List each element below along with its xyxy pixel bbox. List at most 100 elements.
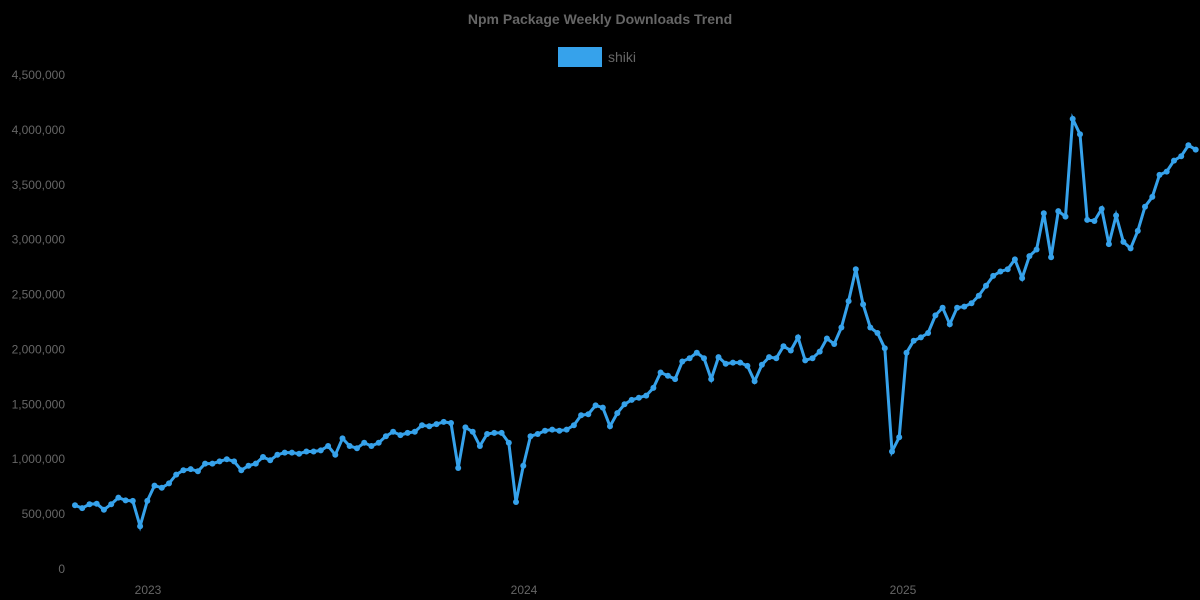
data-point[interactable]: [867, 324, 874, 331]
data-point[interactable]: [245, 462, 252, 469]
data-point[interactable]: [672, 376, 679, 383]
data-point[interactable]: [968, 300, 975, 307]
data-point[interactable]: [231, 458, 238, 465]
data-point[interactable]: [722, 360, 729, 367]
data-point[interactable]: [1163, 168, 1170, 175]
data-point[interactable]: [1171, 157, 1177, 164]
data-point[interactable]: [917, 334, 924, 341]
data-point[interactable]: [346, 443, 353, 449]
data-point[interactable]: [267, 457, 274, 464]
data-point[interactable]: [122, 497, 129, 504]
data-point[interactable]: [476, 443, 483, 449]
legend[interactable]: shiki: [558, 47, 636, 67]
data-point[interactable]: [361, 439, 368, 446]
data-point[interactable]: [860, 301, 867, 308]
data-point[interactable]: [426, 423, 433, 430]
data-point[interactable]: [773, 355, 780, 362]
data-point[interactable]: [1033, 246, 1040, 253]
data-point[interactable]: [903, 349, 910, 356]
data-point[interactable]: [513, 499, 519, 505]
data-point[interactable]: [1142, 203, 1148, 210]
data-point[interactable]: [795, 334, 801, 341]
data-point[interactable]: [527, 433, 534, 440]
data-point[interactable]: [650, 384, 657, 391]
data-point[interactable]: [129, 497, 136, 504]
data-point[interactable]: [889, 448, 895, 455]
data-point[interactable]: [100, 506, 107, 513]
data-point[interactable]: [643, 392, 650, 399]
data-point[interactable]: [534, 431, 541, 437]
data-point[interactable]: [614, 410, 621, 417]
data-point[interactable]: [946, 321, 953, 328]
data-point[interactable]: [187, 466, 194, 473]
data-point[interactable]: [831, 341, 838, 347]
data-point[interactable]: [115, 494, 122, 501]
data-point[interactable]: [1120, 238, 1127, 245]
data-point[interactable]: [1069, 115, 1076, 122]
data-point[interactable]: [484, 431, 491, 437]
data-point[interactable]: [1048, 254, 1055, 261]
data-point[interactable]: [281, 449, 288, 456]
data-point[interactable]: [881, 345, 888, 352]
data-point[interactable]: [108, 501, 115, 508]
data-point[interactable]: [288, 449, 295, 456]
data-point[interactable]: [628, 396, 635, 403]
data-point[interactable]: [874, 330, 881, 336]
data-point[interactable]: [621, 401, 628, 408]
data-point[interactable]: [491, 429, 498, 436]
data-point[interactable]: [469, 428, 476, 435]
data-point[interactable]: [599, 404, 606, 411]
data-point[interactable]: [238, 467, 245, 474]
data-point[interactable]: [455, 465, 462, 471]
data-point[interactable]: [397, 432, 404, 439]
data-point[interactable]: [144, 497, 151, 504]
data-point[interactable]: [758, 361, 765, 368]
data-point[interactable]: [1134, 227, 1141, 234]
data-point[interactable]: [86, 501, 93, 508]
data-point[interactable]: [910, 337, 917, 344]
data-point[interactable]: [1105, 241, 1112, 248]
data-point[interactable]: [1113, 212, 1120, 219]
data-point[interactable]: [1091, 218, 1098, 224]
data-point[interactable]: [520, 462, 527, 469]
data-point[interactable]: [585, 411, 592, 418]
data-point[interactable]: [787, 347, 794, 354]
data-point[interactable]: [939, 304, 946, 311]
data-point[interactable]: [180, 467, 187, 474]
data-point[interactable]: [166, 480, 172, 487]
data-point[interactable]: [382, 433, 389, 440]
data-point[interactable]: [838, 324, 845, 331]
data-point[interactable]: [802, 357, 809, 364]
data-point[interactable]: [274, 451, 281, 458]
data-point[interactable]: [1026, 253, 1033, 260]
data-point[interactable]: [505, 439, 512, 446]
data-point[interactable]: [332, 451, 339, 458]
data-point[interactable]: [664, 372, 671, 379]
data-point[interactable]: [202, 460, 209, 467]
data-point[interactable]: [1178, 153, 1185, 160]
data-point[interactable]: [411, 428, 418, 435]
data-point[interactable]: [137, 523, 144, 530]
data-point[interactable]: [223, 456, 230, 463]
data-point[interactable]: [1127, 245, 1134, 252]
data-point[interactable]: [404, 429, 411, 436]
data-point[interactable]: [1192, 146, 1199, 153]
data-point[interactable]: [990, 272, 997, 279]
data-point[interactable]: [462, 424, 469, 431]
data-point[interactable]: [93, 500, 100, 507]
data-point[interactable]: [845, 298, 852, 305]
data-point[interactable]: [375, 439, 382, 446]
data-point[interactable]: [1084, 216, 1091, 223]
data-point[interactable]: [433, 421, 440, 428]
data-point[interactable]: [578, 412, 585, 419]
data-point[interactable]: [570, 422, 577, 429]
data-point[interactable]: [1004, 266, 1011, 273]
data-point[interactable]: [607, 423, 613, 430]
data-point[interactable]: [563, 426, 570, 433]
data-point[interactable]: [925, 330, 932, 336]
data-point[interactable]: [310, 448, 317, 455]
data-point[interactable]: [1077, 131, 1083, 138]
data-point[interactable]: [809, 355, 816, 362]
data-point[interactable]: [1156, 171, 1163, 178]
data-point[interactable]: [194, 468, 201, 475]
